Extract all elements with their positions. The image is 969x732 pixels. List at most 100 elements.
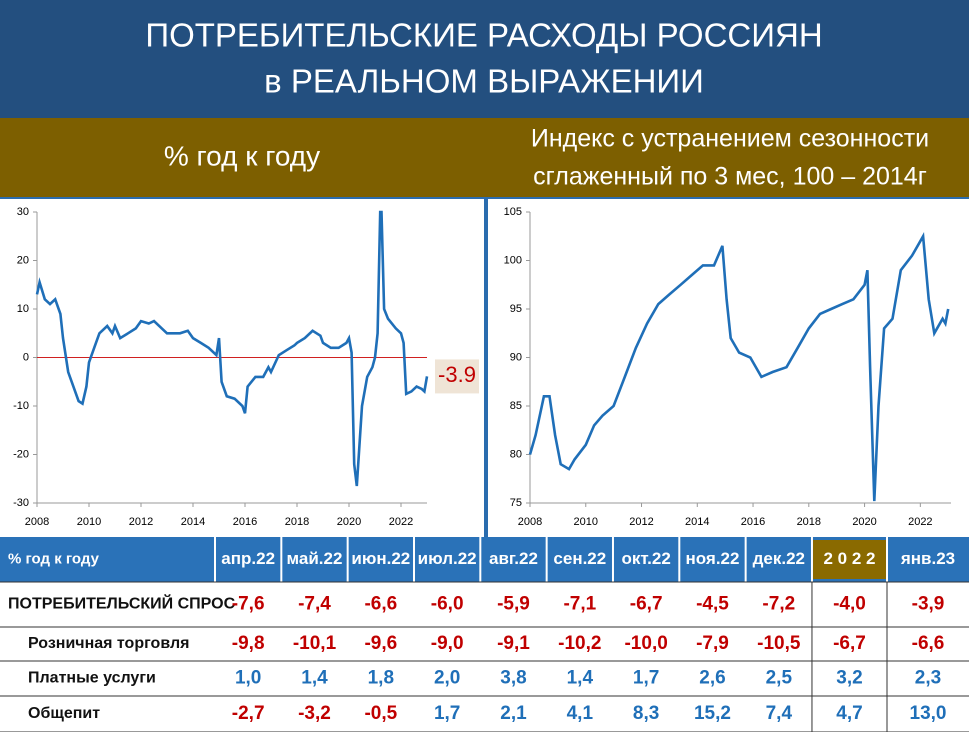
x-tick-label: 2016 [741,516,765,528]
table-cell: -9,0 [431,633,464,654]
table-cell: -10,2 [558,633,601,654]
table-cell: -3,9 [912,594,945,615]
x-tick-label: 2012 [629,516,653,528]
table-header: янв.23 [900,549,955,568]
table-cell: 1,0 [235,668,261,689]
x-tick-label: 2014 [181,516,205,528]
table-cell: 2,0 [434,668,460,689]
y-tick-label: -10 [13,400,29,412]
y-tick-label: 90 [510,351,522,363]
x-tick-label: 2018 [797,516,821,528]
table-cell: -10,1 [293,633,337,654]
y-tick-label: 85 [510,400,522,412]
table-cell: -6,7 [630,594,663,615]
x-tick-label: 2022 [389,516,413,528]
table-cell: -7,6 [232,594,265,615]
table-cell: -2,7 [232,703,265,724]
x-tick-label: 2020 [852,516,876,528]
y-tick-label: 10 [17,303,29,315]
y-tick-label: 95 [510,303,522,315]
header-band [0,0,969,118]
x-tick-label: 2010 [574,516,598,528]
table-header: июл.22 [418,549,477,568]
year-header-bg [812,540,886,579]
table-cell: 1,8 [368,668,394,689]
chart-subtitle: Индекс с устранением сезонности [531,125,929,153]
table-cell: -7,1 [563,594,596,615]
data-line [35,210,429,487]
table-cell: 4,1 [567,703,594,724]
table-cell: 1,4 [567,668,594,689]
data-line [528,232,950,502]
y-tick-label: 100 [504,254,522,266]
row-label: Платные услуги [28,670,156,687]
table-cell: 1,7 [633,668,659,689]
y-tick-label: 105 [504,206,522,218]
table-cell: 8,3 [633,703,659,724]
table-cell: -6,6 [364,594,397,615]
table-cell: -7,2 [762,594,795,615]
table-header: 2 0 2 2 [823,549,875,568]
y-tick-label: 30 [17,206,29,218]
table-cell: -6,7 [833,633,866,654]
table-header: ноя.22 [685,549,739,568]
annotation: -3.9 [438,362,476,387]
x-tick-label: 2022 [908,516,932,528]
x-tick-label: 2008 [25,516,49,528]
table-cell: -4,5 [696,594,729,615]
x-tick-label: 2016 [233,516,257,528]
y-tick-label: 20 [17,254,29,266]
table-header: дек.22 [753,549,805,568]
table-cell: 2,5 [766,668,793,689]
table-cell: -6,0 [431,594,464,615]
table-cell: -7,9 [696,633,729,654]
x-tick-label: 2020 [337,516,361,528]
table-cell: 2,1 [500,703,527,724]
left-panel [0,199,484,537]
annotation-box [435,359,479,394]
table-cell: -9,6 [364,633,397,654]
x-tick-label: 2014 [685,516,709,528]
x-tick-label: 2010 [77,516,101,528]
table-cell: 13,0 [910,703,947,724]
table-cell: -3,2 [298,703,331,724]
subtitle-band [0,118,969,197]
row-label: Общепит [28,705,100,722]
table-cell: -5,9 [497,594,530,615]
table-cell: -0,5 [364,703,397,724]
table-header: % год к году [8,550,100,567]
table-header: сен.22 [553,549,606,568]
table-cell: 1,7 [434,703,460,724]
title: в РЕАЛЬНОМ ВЫРАЖЕНИИ [264,63,704,100]
table-cell: 4,7 [836,703,862,724]
row-label: Розничная торговля [28,635,189,652]
table-cell: -9,1 [497,633,530,654]
table-cell: -10,0 [624,633,667,654]
x-tick-label: 2018 [285,516,309,528]
chart-subtitle: % год к году [164,140,320,171]
y-tick-label: -20 [13,448,29,460]
table-cell: 2,3 [915,668,941,689]
table-header: апр.22 [221,549,275,568]
table-cell: 3,8 [500,668,526,689]
table-header: авг.22 [489,549,538,568]
y-tick-label: -30 [13,497,29,509]
table-cell: 1,4 [301,668,328,689]
y-tick-label: 75 [510,497,522,509]
table-cell: -10,5 [757,633,801,654]
table-cell: 15,2 [694,703,731,724]
right-panel [488,199,969,537]
table-cell: -4,0 [833,594,866,615]
x-tick-label: 2012 [129,516,153,528]
x-tick-label: 2008 [518,516,542,528]
table-header: июн.22 [351,549,410,568]
y-tick-label: 0 [23,351,29,363]
table-cell: 3,2 [836,668,862,689]
row-label: ПОТРЕБИТЕЛЬСКИЙ СПРОС [8,594,236,613]
table-cell: -9,8 [232,633,265,654]
table-cell: 2,6 [699,668,725,689]
table-header: окт.22 [621,549,670,568]
table-header: май.22 [287,549,343,568]
chart-subtitle: сглаженный по 3 мес, 100 – 2014г [533,163,927,191]
